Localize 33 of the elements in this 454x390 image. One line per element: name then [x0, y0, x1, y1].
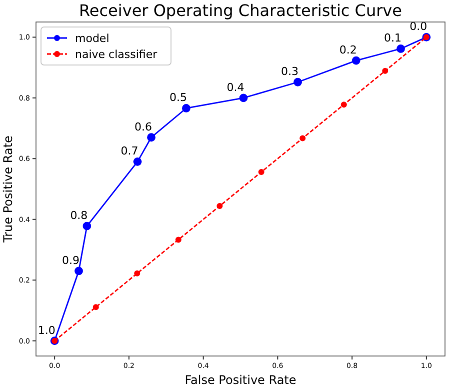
point — [175, 236, 182, 243]
annotation: 0.5 — [169, 91, 187, 104]
point — [396, 44, 405, 53]
point — [216, 203, 223, 210]
annotation: 0.6 — [134, 120, 152, 134]
point — [340, 102, 347, 108]
annotation: 0.3 — [281, 65, 299, 78]
annotation: 0.1 — [384, 32, 402, 45]
legend-label: naive classifier — [75, 48, 158, 61]
point — [300, 135, 306, 142]
point — [258, 168, 264, 175]
point — [74, 266, 83, 276]
annotation: 1.0 — [38, 324, 56, 337]
chart-title: Receiver Operating Characteristic Curve — [79, 1, 402, 20]
annotation: 0.7 — [120, 144, 138, 158]
point — [92, 304, 99, 310]
point — [147, 133, 156, 142]
annotation: 0.8 — [70, 209, 88, 222]
point — [382, 68, 388, 74]
point — [182, 104, 190, 112]
legend-label: model — [75, 32, 110, 45]
point — [352, 56, 360, 65]
annotation: 0.2 — [339, 44, 357, 57]
annotation: 0.9 — [62, 254, 80, 267]
annotation: 0.4 — [226, 80, 244, 94]
point — [294, 78, 302, 86]
point — [239, 94, 248, 102]
y-axis-title: True Positive Rate — [1, 136, 15, 244]
x-axis-title: False Positive Rate — [184, 373, 296, 387]
point — [133, 157, 142, 166]
point — [134, 270, 140, 276]
annotation: 0.0 — [410, 20, 428, 34]
point — [82, 222, 92, 230]
